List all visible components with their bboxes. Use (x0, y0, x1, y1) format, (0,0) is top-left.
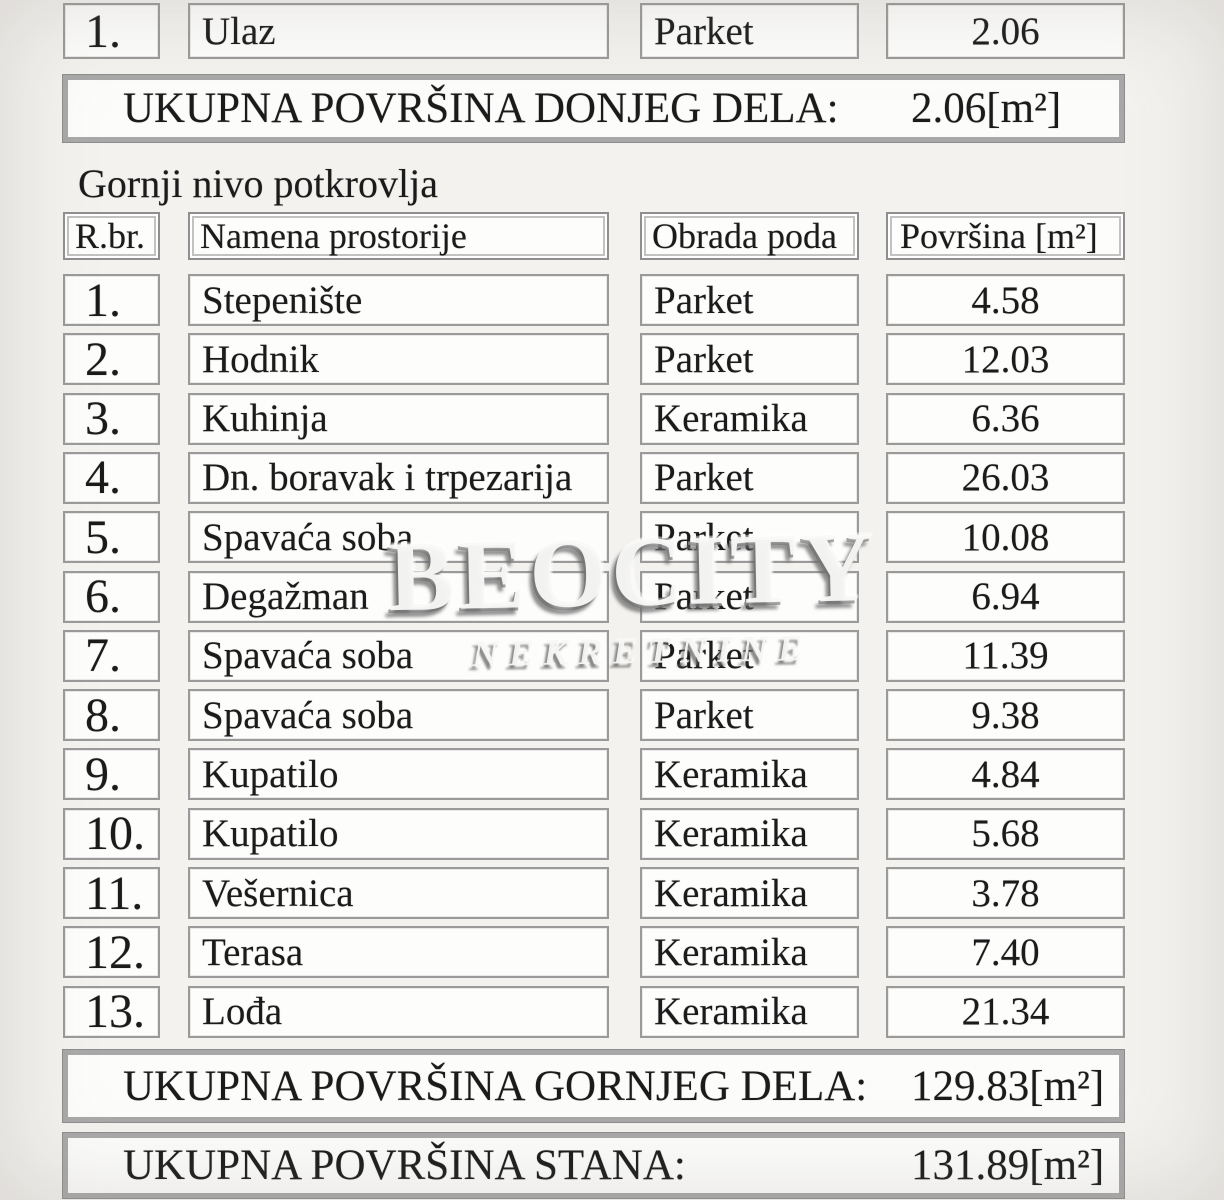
row-number-cell: 11. (63, 867, 160, 919)
floor-finish-cell: Parket (640, 451, 859, 504)
area-value-cell: 6.94 (886, 570, 1125, 623)
area-value-cell: 11.39 (886, 629, 1125, 682)
area-value-cell: 4.84 (886, 748, 1125, 801)
area-value-cell: 2.06 (886, 3, 1125, 59)
section-title: Gornji nivo potkrovlja (78, 161, 438, 206)
room-name-cell: Kupatilo (188, 748, 609, 801)
row-number-cell: 8. (63, 689, 160, 742)
room-name-cell: Spavaća soba (188, 629, 609, 682)
lower-total-label: UKUPNA POVRŠINA DONJEG DELA: (123, 85, 839, 132)
header-floor-finish: Obrada poda (640, 212, 859, 260)
floor-finish-cell: Keramika (640, 748, 859, 801)
floor-finish-cell: Parket (640, 629, 859, 682)
room-name-cell: Dn. boravak i trpezarija (188, 451, 609, 504)
area-value-cell: 21.34 (886, 985, 1125, 1038)
room-name-cell: Spavaća soba (188, 689, 609, 742)
room-name-cell: Hodnik (188, 333, 609, 386)
table-row: 9. Kupatilo Keramika 4.84 (0, 748, 1224, 801)
row-number-cell: 6. (63, 570, 160, 623)
row-number-cell: 4. (63, 451, 160, 504)
upper-total-value: 129.83[m²] (911, 1062, 1105, 1110)
room-name-cell: Kupatilo (188, 807, 609, 860)
row-number-cell: 1. (63, 3, 160, 59)
floor-finish-cell: Parket (640, 689, 859, 742)
grand-total-bar: UKUPNA POVRŠINA STANA: 131.89[m²] (62, 1132, 1125, 1199)
lower-total-value: 2.06[m²] (911, 85, 1062, 132)
floor-finish-cell: Parket (640, 3, 859, 59)
table-row: 6. Degažman Parket 6.94 (0, 570, 1224, 623)
table-row: 12. Terasa Keramika 7.40 (0, 926, 1224, 979)
area-value-cell: 5.68 (886, 807, 1125, 860)
table-row: 3. Kuhinja Keramika 6.36 (0, 392, 1224, 445)
lower-total-bar: UKUPNA POVRŠINA DONJEG DELA: 2.06[m²] (62, 74, 1125, 143)
area-value-cell: 12.03 (886, 333, 1125, 386)
table-row: 1. Ulaz Parket 2.06 (0, 3, 1224, 59)
area-value-cell: 10.08 (886, 511, 1125, 564)
floor-finish-cell: Keramika (640, 392, 859, 445)
floor-finish-cell: Parket (640, 511, 859, 564)
room-name-cell: Kuhinja (188, 392, 609, 445)
floor-finish-cell: Keramika (640, 926, 859, 979)
area-value-cell: 4.58 (886, 274, 1125, 326)
room-name-cell: Terasa (188, 926, 609, 979)
row-number-cell: 7. (63, 629, 160, 682)
room-name-cell: Lođa (188, 985, 609, 1038)
header-room-name: Namena prostorije (188, 212, 609, 260)
floor-finish-cell: Keramika (640, 985, 859, 1038)
table-row: 13. Lođa Keramika 21.34 (0, 985, 1224, 1038)
table-row: 7. Spavaća soba Parket 11.39 (0, 629, 1224, 682)
floor-finish-cell: Parket (640, 570, 859, 623)
upper-total-bar: UKUPNA POVRŠINA GORNJEG DELA: 129.83[m²] (62, 1049, 1125, 1123)
room-name-cell: Ulaz (188, 3, 609, 59)
room-name-cell: Degažman (188, 570, 609, 623)
grand-total-label: UKUPNA POVRŠINA STANA: (123, 1142, 686, 1189)
table-row: 11. Vešernica Keramika 3.78 (0, 867, 1224, 919)
area-value-cell: 9.38 (886, 689, 1125, 742)
floor-finish-cell: Parket (640, 274, 859, 326)
floor-finish-cell: Keramika (640, 807, 859, 860)
room-name-cell: Spavaća soba (188, 511, 609, 564)
row-number-cell: 12. (63, 926, 160, 979)
row-number-cell: 10. (63, 807, 160, 860)
table-row: 10. Kupatilo Keramika 5.68 (0, 807, 1224, 860)
header-row-number: R.br. (63, 212, 160, 260)
row-number-cell: 9. (63, 748, 160, 801)
row-number-cell: 1. (63, 274, 160, 326)
table-row: 5. Spavaća soba Parket 10.08 (0, 511, 1224, 564)
table-row: 2. Hodnik Parket 12.03 (0, 333, 1224, 386)
row-number-cell: 3. (63, 392, 160, 445)
floor-finish-cell: Parket (640, 333, 859, 386)
upper-total-label: UKUPNA POVRŠINA GORNJEG DELA: (123, 1062, 868, 1110)
room-name-cell: Vešernica (188, 867, 609, 919)
table-row: 1. Stepenište Parket 4.58 (0, 274, 1224, 326)
area-value-cell: 3.78 (886, 867, 1125, 919)
floor-finish-cell: Keramika (640, 867, 859, 919)
area-value-cell: 26.03 (886, 451, 1125, 504)
table-row: 4. Dn. boravak i trpezarija Parket 26.03 (0, 451, 1224, 504)
upper-table-header-row: R.br. Namena prostorije Obrada poda Povr… (0, 212, 1224, 260)
area-value-cell: 7.40 (886, 926, 1125, 979)
header-area: Površina [m²] (886, 212, 1125, 260)
table-row: 8. Spavaća soba Parket 9.38 (0, 689, 1224, 742)
grand-total-value: 131.89[m²] (911, 1142, 1105, 1189)
row-number-cell: 2. (63, 333, 160, 386)
room-name-cell: Stepenište (188, 274, 609, 326)
area-value-cell: 6.36 (886, 392, 1125, 445)
row-number-cell: 13. (63, 985, 160, 1038)
row-number-cell: 5. (63, 511, 160, 564)
